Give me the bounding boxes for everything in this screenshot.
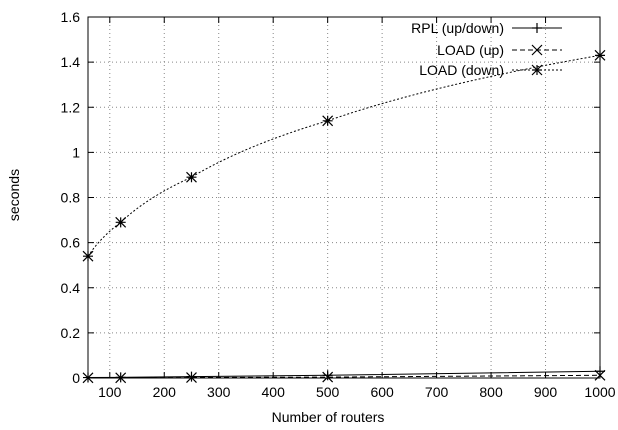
y-axis-tick-labels: 0 0.2 0.4 0.6 0.8 1 1.2 1.4 1.6 — [61, 9, 81, 386]
series-line — [88, 374, 601, 379]
grid — [88, 17, 600, 378]
legend-label: LOAD (up) — [437, 42, 504, 58]
legend-label: LOAD (down) — [419, 62, 504, 78]
y-axis-title: seconds — [6, 169, 22, 221]
y-tick-label: 0.4 — [61, 280, 81, 296]
data-point — [186, 171, 197, 183]
legend-label: RPL (up/down) — [411, 20, 504, 36]
x-tick-label: 500 — [316, 384, 340, 400]
x-tick-label: 800 — [479, 384, 503, 400]
data-point — [186, 371, 197, 382]
legend-marker — [532, 23, 542, 33]
axis-ticks — [88, 16, 601, 379]
y-tick-label: 0.8 — [61, 190, 81, 206]
data-point — [322, 115, 334, 127]
y-tick-label: 0.2 — [61, 325, 81, 341]
y-tick-label: 1.2 — [61, 99, 81, 115]
y-tick-label: 1.4 — [61, 54, 81, 70]
y-tick-label: 1 — [72, 144, 80, 160]
x-tick-label: 900 — [534, 384, 558, 400]
x-tick-label: 700 — [425, 384, 449, 400]
data-point — [115, 216, 127, 228]
y-tick-label: 1.6 — [61, 9, 81, 25]
x-tick-label: 100 — [98, 384, 122, 400]
x-tick-label: 300 — [207, 384, 231, 400]
x-tick-label: 1000 — [584, 384, 615, 400]
legend-marker — [531, 44, 543, 56]
x-tick-label: 200 — [153, 384, 177, 400]
y-tick-label: 0 — [72, 370, 80, 386]
legend: RPL (up/down) LOAD (up) LOAD (down) — [411, 20, 562, 78]
series-line — [87, 54, 601, 257]
series-3 — [82, 49, 606, 262]
legend-marker — [531, 64, 543, 76]
x-axis-title: Number of routers — [272, 409, 385, 425]
series-1 — [83, 366, 605, 383]
y-tick-label: 0.6 — [61, 235, 81, 251]
x-tick-label: 600 — [370, 384, 394, 400]
x-tick-label: 400 — [262, 384, 286, 400]
x-axis-tick-labels: 100 200 300 400 500 600 700 800 900 1000 — [98, 384, 616, 400]
